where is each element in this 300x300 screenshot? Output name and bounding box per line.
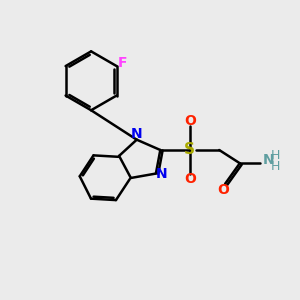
Text: N: N	[155, 167, 167, 181]
Text: H: H	[271, 160, 280, 173]
Text: O: O	[217, 183, 229, 197]
Text: H: H	[271, 148, 280, 161]
Text: S: S	[184, 142, 195, 158]
Text: N: N	[131, 128, 142, 141]
Text: O: O	[184, 114, 196, 128]
Text: N: N	[263, 153, 274, 167]
Text: O: O	[184, 172, 196, 186]
Text: F: F	[118, 56, 127, 70]
